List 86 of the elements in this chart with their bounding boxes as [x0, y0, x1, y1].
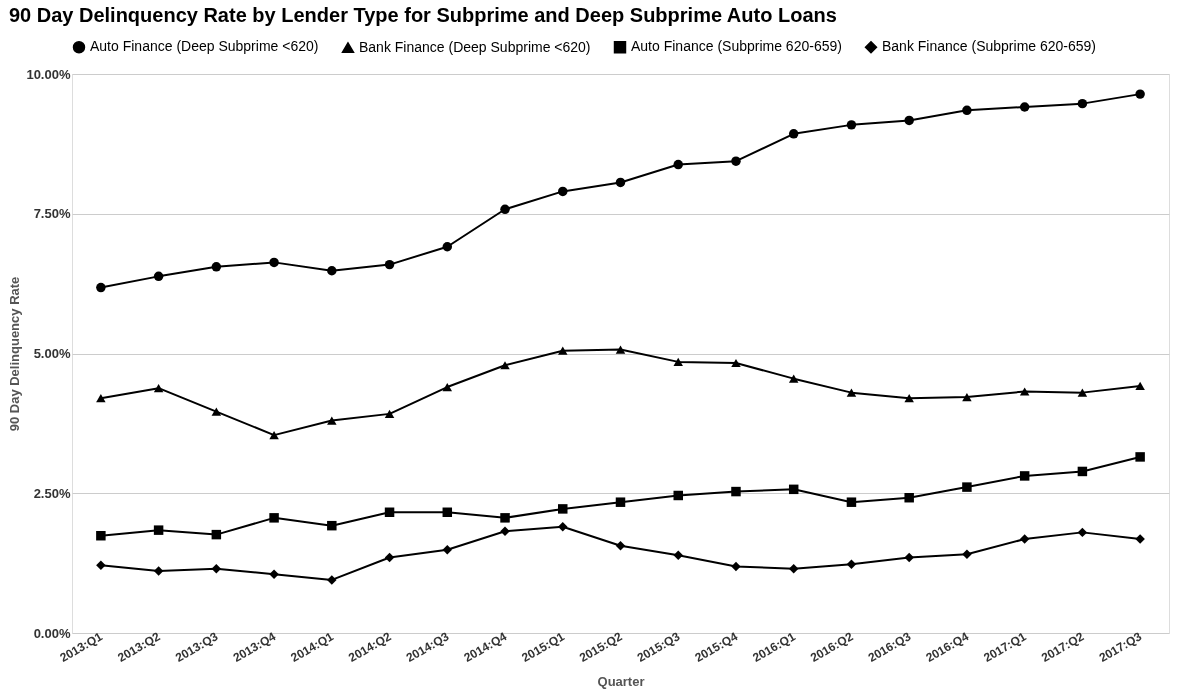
- point: [558, 346, 568, 355]
- point: [788, 129, 799, 139]
- point: [211, 407, 222, 416]
- point: [500, 204, 510, 215]
- point: [96, 394, 106, 403]
- legend-label: Bank Finance (Subprime 620-659): [882, 38, 1097, 55]
- point: [96, 560, 106, 571]
- point: [615, 497, 626, 507]
- y-tick-label: 5.00%: [33, 346, 71, 361]
- x-axis-title: Quarter: [597, 674, 645, 690]
- point: [500, 513, 510, 523]
- point: [962, 392, 972, 402]
- point: [442, 242, 453, 252]
- y-axis-title: 90 Day Delinquency Rate: [7, 276, 23, 432]
- point: [442, 544, 453, 555]
- point: [442, 507, 453, 517]
- point: [846, 388, 857, 397]
- point: [673, 490, 683, 501]
- point: [788, 484, 799, 495]
- point: [558, 522, 568, 532]
- point: [558, 504, 568, 514]
- point: [673, 159, 683, 170]
- point: [153, 384, 164, 393]
- point: [96, 530, 106, 541]
- point: [904, 492, 914, 503]
- point: [904, 552, 914, 563]
- point: [1077, 388, 1088, 397]
- point: [846, 497, 857, 507]
- point: [500, 526, 510, 536]
- point: [153, 525, 164, 535]
- point: [211, 262, 222, 272]
- point: [673, 550, 683, 561]
- point: [384, 507, 395, 517]
- point: [153, 271, 164, 282]
- point: [442, 382, 453, 392]
- point: [788, 563, 799, 574]
- y-tick-label: 2.50%: [33, 485, 71, 501]
- point: [1077, 466, 1088, 477]
- point: [846, 559, 857, 569]
- point: [1019, 471, 1030, 481]
- point: [269, 569, 279, 580]
- point: [96, 282, 106, 293]
- point: [904, 115, 914, 126]
- point: [269, 513, 279, 523]
- point: [731, 486, 741, 497]
- point: [384, 259, 395, 270]
- point: [384, 409, 395, 418]
- point: [269, 257, 279, 268]
- point: [904, 394, 914, 403]
- point: [327, 520, 337, 531]
- point: [1077, 98, 1088, 109]
- point: [615, 541, 626, 551]
- point: [153, 566, 164, 576]
- point: [731, 358, 741, 368]
- legend-label: Bank Finance (Deep Subprime <620): [359, 38, 591, 55]
- point: [327, 266, 337, 276]
- point: [962, 482, 972, 492]
- point: [846, 120, 857, 130]
- point: [211, 563, 222, 574]
- point: [962, 549, 972, 559]
- point: [1077, 527, 1088, 538]
- point: [1135, 89, 1145, 99]
- point: [327, 575, 337, 585]
- point: [327, 416, 337, 425]
- point: [673, 357, 683, 366]
- point: [731, 561, 741, 572]
- point: [384, 552, 395, 563]
- chart-title: 90 Day Delinquency Rate by Lender Type for Subprime and Deep Subprime Auto Loans: [8, 4, 837, 26]
- point: [558, 186, 568, 197]
- point: [1019, 534, 1030, 544]
- y-tick-label: 7.50%: [33, 206, 71, 222]
- y-tick-label: 10.00%: [26, 66, 71, 82]
- point: [1019, 387, 1030, 396]
- point: [211, 529, 222, 540]
- point: [615, 345, 626, 354]
- point: [1135, 381, 1145, 391]
- point: [788, 374, 799, 383]
- point: [1019, 102, 1030, 112]
- point: [731, 156, 741, 166]
- legend-label: Auto Finance (Subprime 620-659): [631, 38, 842, 55]
- point: [962, 105, 972, 116]
- point: [615, 177, 626, 188]
- point: [500, 361, 510, 370]
- point: [1135, 452, 1145, 462]
- legend-label: Auto Finance (Deep Subprime <620): [90, 38, 319, 55]
- point: [269, 431, 279, 440]
